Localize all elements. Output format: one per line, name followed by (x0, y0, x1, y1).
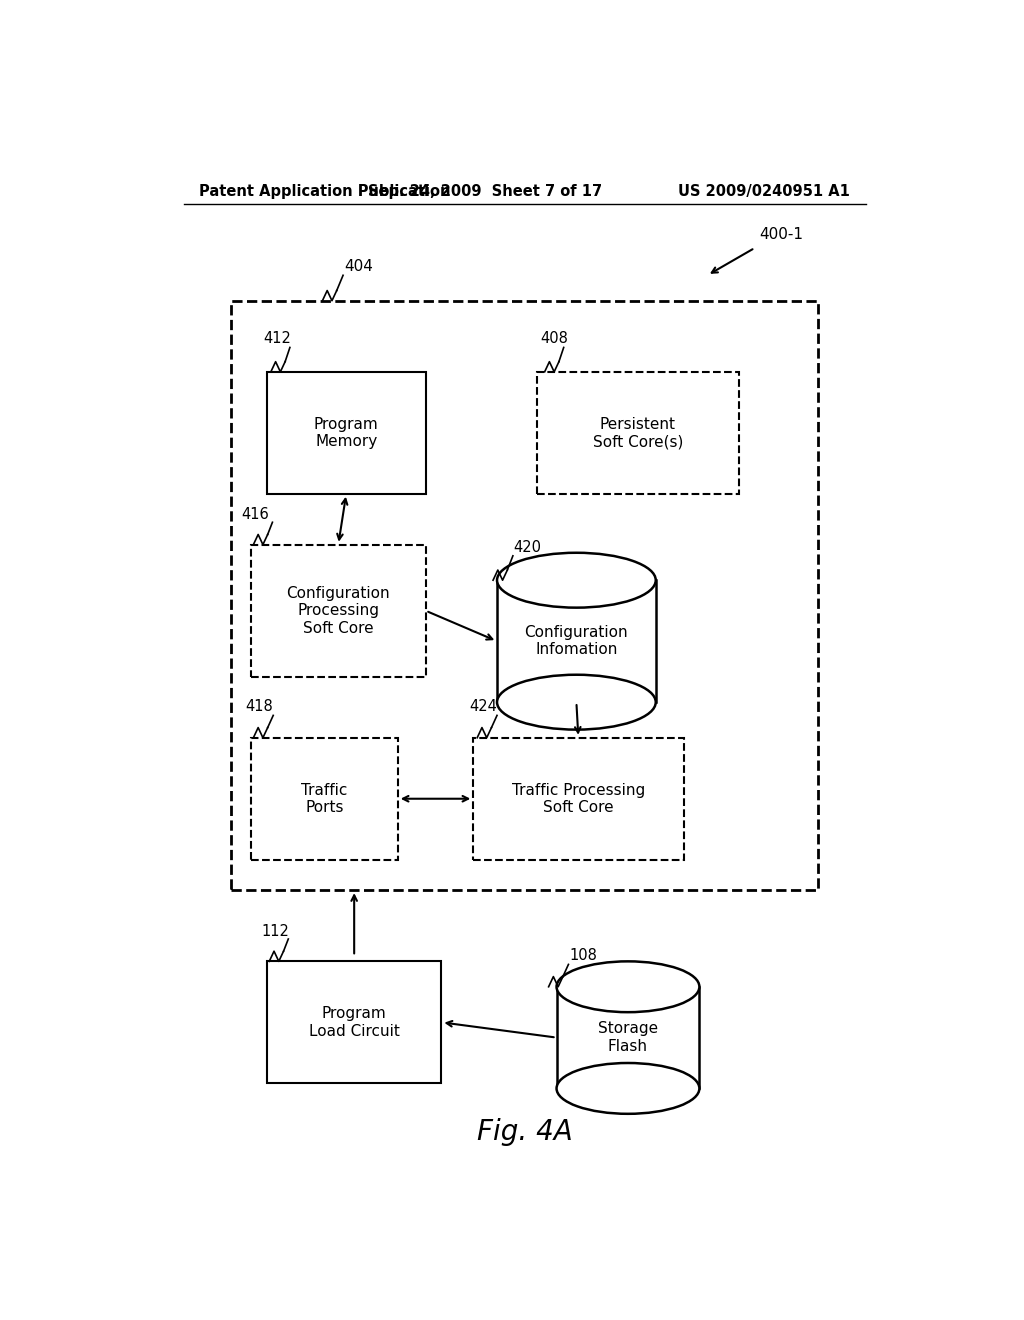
Text: Sep. 24, 2009  Sheet 7 of 17: Sep. 24, 2009 Sheet 7 of 17 (368, 183, 602, 199)
Bar (267, 372, 426, 494)
Text: Configuration
Infomation: Configuration Infomation (524, 624, 628, 657)
Text: Storage
Flash: Storage Flash (598, 1022, 658, 1053)
Text: Configuration
Processing
Soft Core: Configuration Processing Soft Core (287, 586, 390, 636)
Text: Traffic Processing
Soft Core: Traffic Processing Soft Core (512, 783, 645, 814)
Text: 112: 112 (261, 924, 289, 939)
Text: 108: 108 (569, 948, 597, 964)
Bar (497, 581, 655, 702)
Text: Persistent
Soft Core(s): Persistent Soft Core(s) (593, 417, 683, 449)
Text: Program
Memory: Program Memory (314, 417, 379, 449)
Bar (251, 545, 426, 677)
Text: 424: 424 (469, 700, 497, 714)
Text: US 2009/0240951 A1: US 2009/0240951 A1 (678, 183, 850, 199)
Text: 408: 408 (541, 331, 568, 346)
Text: Patent Application Publication: Patent Application Publication (200, 183, 451, 199)
Text: Program
Load Circuit: Program Load Circuit (309, 1006, 399, 1039)
Text: 412: 412 (263, 331, 291, 346)
Bar (557, 987, 699, 1089)
Ellipse shape (557, 961, 699, 1012)
Text: 400-1: 400-1 (759, 227, 803, 242)
Text: 420: 420 (514, 540, 542, 554)
Ellipse shape (497, 553, 655, 607)
Bar (267, 961, 441, 1084)
Ellipse shape (557, 1063, 699, 1114)
Text: Fig. 4A: Fig. 4A (477, 1118, 572, 1146)
Bar (251, 738, 397, 859)
Bar (231, 301, 818, 890)
Text: Traffic
Ports: Traffic Ports (301, 783, 347, 814)
Bar (537, 372, 739, 494)
Text: 418: 418 (246, 700, 273, 714)
Text: 404: 404 (344, 259, 373, 275)
Text: 416: 416 (242, 507, 269, 523)
Ellipse shape (497, 675, 655, 730)
Bar (473, 738, 684, 859)
